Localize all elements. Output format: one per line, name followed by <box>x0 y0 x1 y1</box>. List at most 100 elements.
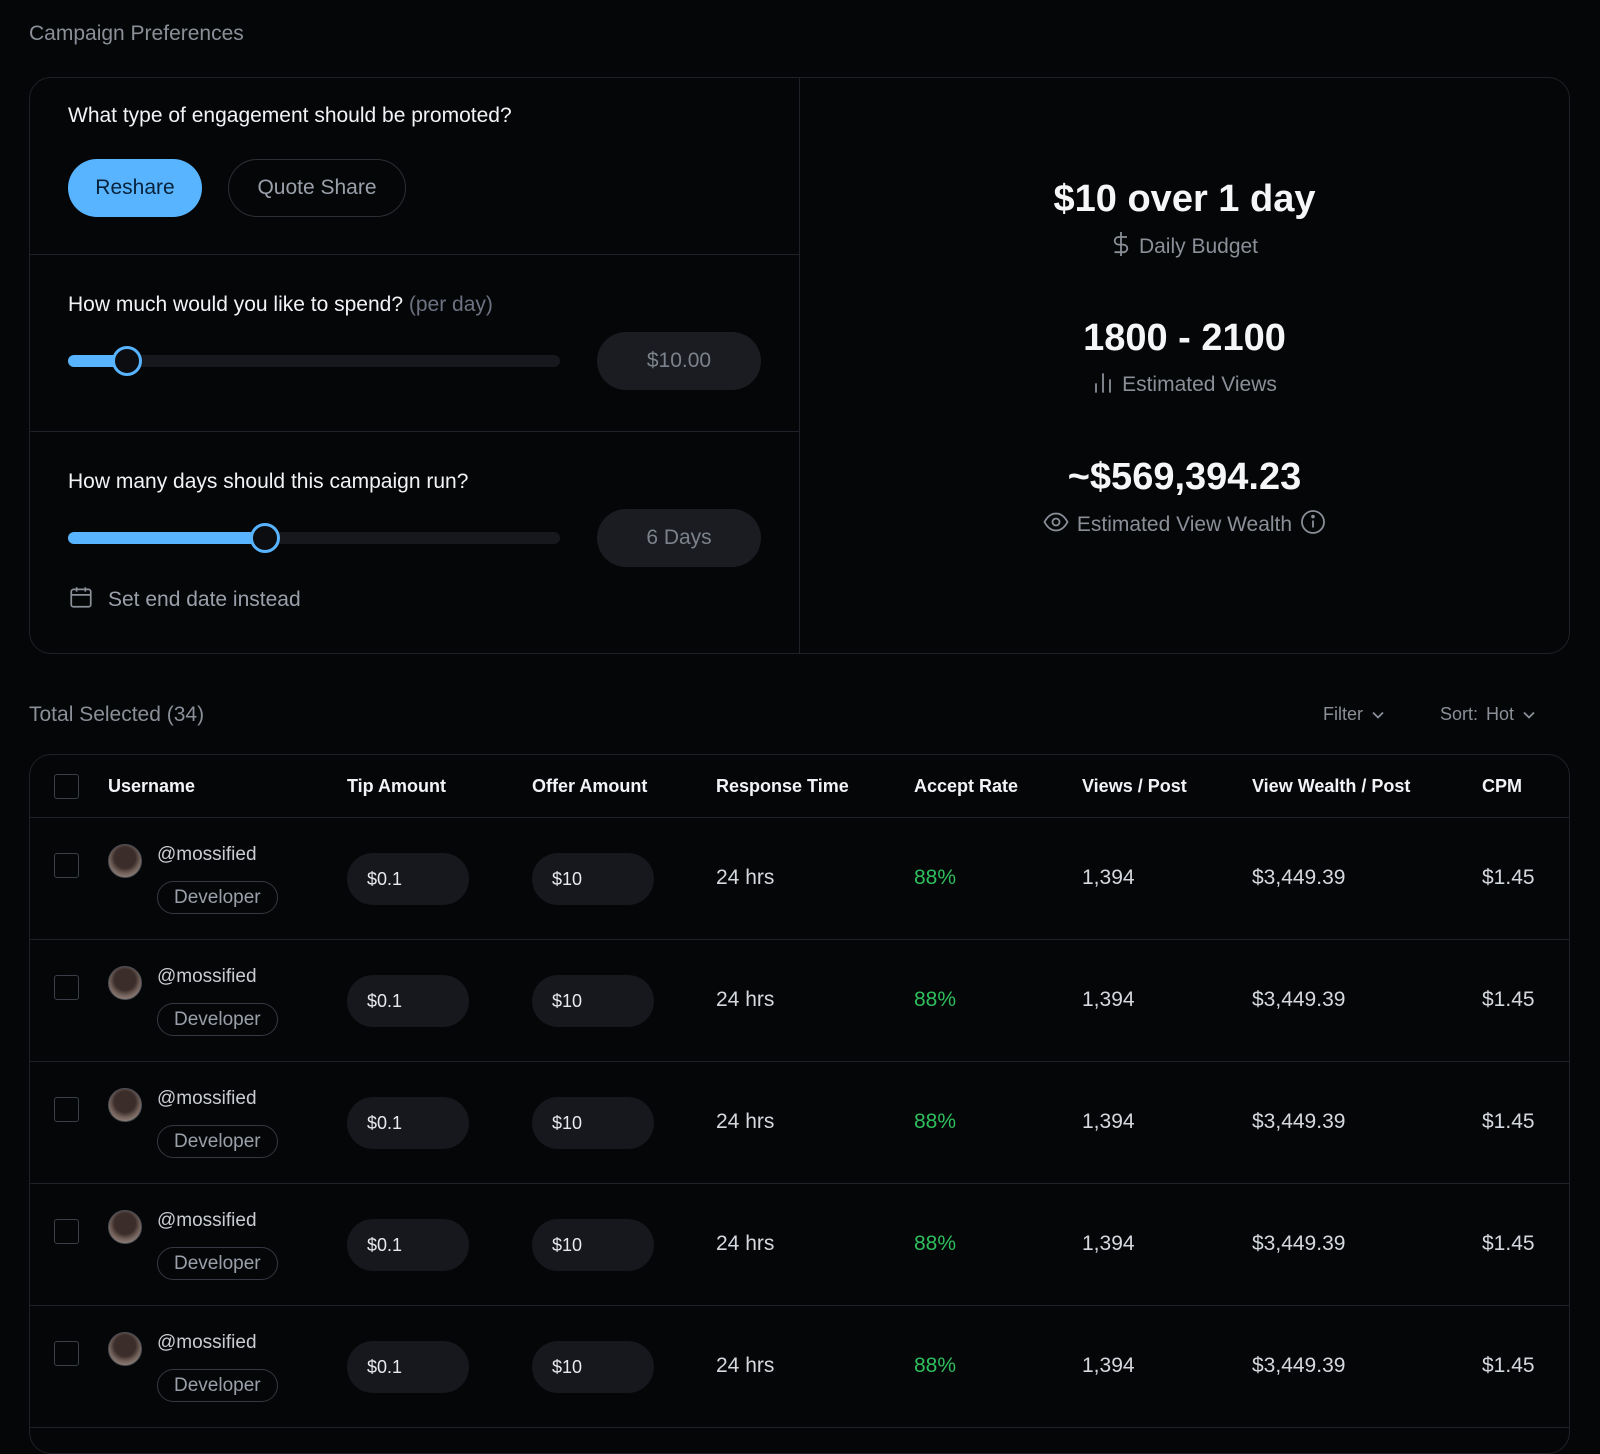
filter-button[interactable]: Filter <box>1323 704 1385 725</box>
offer-amount-input[interactable]: $10 <box>532 1097 654 1149</box>
campaign-summary: $10 over 1 day Daily Budget 1800 - 2100 <box>800 78 1569 653</box>
tip-amount-input[interactable]: $0.1 <box>347 1097 469 1149</box>
info-icon[interactable] <box>1300 509 1326 541</box>
table-row[interactable]: @mossified Developer $0.1 $10 24 hrs 88%… <box>30 818 1569 940</box>
column-header-view-wealth-per-post[interactable]: View Wealth / Post <box>1252 776 1411 796</box>
eye-icon <box>1043 512 1069 538</box>
duration-slider-thumb[interactable] <box>249 523 280 553</box>
response-time: 24 hrs <box>716 866 775 889</box>
views-per-post: 1,394 <box>1082 1110 1135 1133</box>
column-header-username[interactable]: Username <box>108 776 196 796</box>
view-wealth-per-post: $3,449.39 <box>1252 1110 1346 1133</box>
sort-button[interactable]: Sort: Hot <box>1440 704 1536 725</box>
campaign-preferences-card: What type of engagement should be promot… <box>29 77 1570 654</box>
set-end-date-link[interactable]: Set end date instead <box>68 584 301 616</box>
column-header-response-time[interactable]: Response Time <box>716 776 849 796</box>
table-row[interactable]: @mossified Developer $0.1 $10 24 hrs 88%… <box>30 1062 1569 1184</box>
offer-amount-input[interactable]: $10 <box>532 1219 654 1271</box>
views-per-post: 1,394 <box>1082 988 1135 1011</box>
avatar <box>108 844 142 878</box>
view-wealth-per-post: $3,449.39 <box>1252 1232 1346 1255</box>
cpm: $1.45 <box>1482 1354 1535 1377</box>
username[interactable]: @mossified <box>157 844 257 865</box>
estimated-wealth-label-row: Estimated View Wealth <box>800 509 1569 541</box>
column-header-accept-rate[interactable]: Accept Rate <box>914 776 1019 796</box>
column-header-views-per-post[interactable]: Views / Post <box>1082 776 1187 796</box>
offer-amount-input[interactable]: $10 <box>532 975 654 1027</box>
daily-budget-label: Daily Budget <box>1138 235 1259 258</box>
spend-question-suffix: (per day) <box>408 293 493 316</box>
duration-section: How many days should this campaign run? … <box>30 432 799 653</box>
cpm: $1.45 <box>1482 1232 1535 1255</box>
engagement-section: What type of engagement should be promot… <box>30 78 799 255</box>
tip-amount-input[interactable]: $0.1 <box>347 975 469 1027</box>
estimated-wealth-stat: ~$569,394.23 Estimated View Wealth <box>800 456 1569 541</box>
accept-rate: 88% <box>914 1232 957 1255</box>
table-body: @mossified Developer $0.1 $10 24 hrs 88%… <box>30 818 1569 1428</box>
avatar <box>108 966 142 1000</box>
role-badge: Developer <box>157 1369 278 1402</box>
views-per-post: 1,394 <box>1082 1232 1135 1255</box>
username[interactable]: @mossified <box>157 1210 257 1231</box>
row-checkbox[interactable] <box>54 853 79 878</box>
select-all-checkbox[interactable] <box>54 774 79 799</box>
quote-share-button[interactable]: Quote Share <box>228 159 406 217</box>
avatar <box>108 1332 142 1366</box>
column-header-tip-amount[interactable]: Tip Amount <box>347 776 446 796</box>
total-selected-count: Total Selected (34) <box>29 703 205 726</box>
column-header-cpm[interactable]: CPM <box>1482 776 1522 796</box>
role-badge: Developer <box>157 1125 278 1158</box>
dollar-icon <box>1111 231 1131 263</box>
table-row[interactable]: @mossified Developer $0.1 $10 24 hrs 88%… <box>30 940 1569 1062</box>
table-row[interactable]: @mossified Developer $0.1 $10 24 hrs 88%… <box>30 1306 1569 1428</box>
tip-amount-input[interactable]: $0.1 <box>347 1341 469 1393</box>
username[interactable]: @mossified <box>157 1088 257 1109</box>
engagement-question: What type of engagement should be promot… <box>68 104 512 127</box>
accept-rate: 88% <box>914 1110 957 1133</box>
username[interactable]: @mossified <box>157 966 257 987</box>
tip-amount-input[interactable]: $0.1 <box>347 1219 469 1271</box>
spend-value-input[interactable]: $10.00 <box>597 332 761 390</box>
bar-chart-icon <box>1092 370 1114 400</box>
spend-question: How much would you like to spend? (per d… <box>68 293 493 317</box>
row-checkbox[interactable] <box>54 975 79 1000</box>
duration-slider[interactable] <box>68 523 560 553</box>
response-time: 24 hrs <box>716 1232 775 1255</box>
view-wealth-per-post: $3,449.39 <box>1252 1354 1346 1377</box>
offer-amount-input[interactable]: $10 <box>532 1341 654 1393</box>
tip-amount-input[interactable]: $0.1 <box>347 853 469 905</box>
avatar <box>108 1088 142 1122</box>
response-time: 24 hrs <box>716 988 775 1011</box>
estimated-views-label: Estimated Views <box>1122 373 1277 396</box>
sort-label: Sort: <box>1440 704 1479 724</box>
column-header-offer-amount[interactable]: Offer Amount <box>532 776 648 796</box>
table-row[interactable]: @mossified Developer $0.1 $10 24 hrs 88%… <box>30 1184 1569 1306</box>
username[interactable]: @mossified <box>157 1332 257 1353</box>
daily-budget-value: $10 over 1 day <box>1053 178 1316 220</box>
daily-budget-stat: $10 over 1 day Daily Budget <box>800 178 1569 263</box>
reshare-button[interactable]: Reshare <box>68 159 202 217</box>
role-badge: Developer <box>157 1003 278 1036</box>
views-per-post: 1,394 <box>1082 1354 1135 1377</box>
set-end-date-label: Set end date instead <box>108 588 301 611</box>
row-checkbox[interactable] <box>54 1341 79 1366</box>
row-checkbox[interactable] <box>54 1219 79 1244</box>
duration-slider-fill <box>68 532 265 544</box>
view-wealth-per-post: $3,449.39 <box>1252 866 1346 889</box>
role-badge: Developer <box>157 1247 278 1280</box>
chevron-down-icon <box>1371 704 1385 725</box>
row-checkbox[interactable] <box>54 1097 79 1122</box>
calendar-icon <box>68 584 94 616</box>
cpm: $1.45 <box>1482 866 1535 889</box>
spend-slider-thumb[interactable] <box>112 346 143 376</box>
estimated-views-value: 1800 - 2100 <box>1083 317 1286 359</box>
spend-slider[interactable] <box>68 346 560 376</box>
sort-value: Hot <box>1486 704 1515 724</box>
duration-value-input[interactable]: 6 Days <box>597 509 761 567</box>
offer-amount-input[interactable]: $10 <box>532 853 654 905</box>
response-time: 24 hrs <box>716 1110 775 1133</box>
spend-section: How much would you like to spend? (per d… <box>30 255 799 432</box>
chevron-down-icon <box>1522 704 1536 725</box>
cpm: $1.45 <box>1482 988 1535 1011</box>
estimated-views-label-row: Estimated Views <box>800 370 1569 400</box>
